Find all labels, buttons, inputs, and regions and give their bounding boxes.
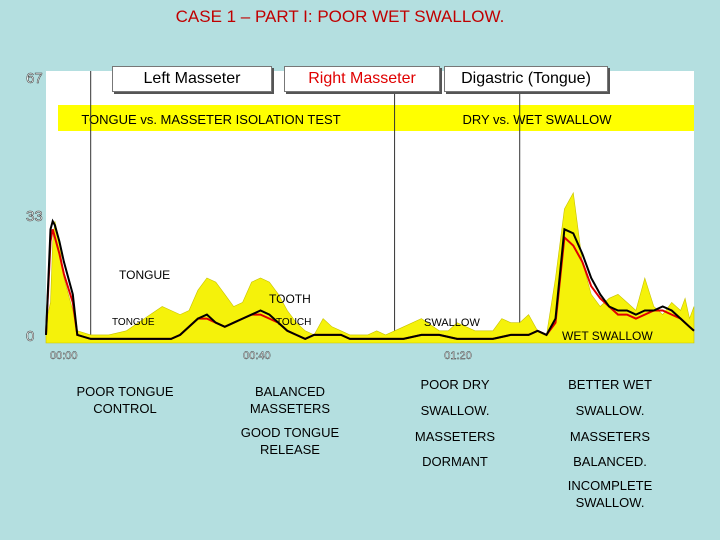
- caption-masseters-dry: MASSETERS: [414, 429, 496, 444]
- banner-dry-vs-wet: DRY vs. WET SWALLOW: [462, 112, 612, 127]
- legend-digastric-label: Digastric (Tongue): [461, 70, 591, 87]
- banner-isolation-test: TONGUE vs. MASSETER ISOLATION TEST: [81, 112, 340, 127]
- legend-left-masseter-label: Left Masseter: [143, 70, 241, 87]
- x-tick-0: 00:00: [50, 350, 78, 362]
- annotation-wet-swallow: WET SWALLOW: [562, 329, 653, 343]
- gridlines: [90, 71, 521, 343]
- annotation-touch: TOUCH: [276, 317, 311, 328]
- banners: TONGUE vs. MASSETER ISOLATION TEST DRY vs…: [58, 105, 694, 131]
- banner-strip: [58, 105, 694, 131]
- caption-poor-tongue-control: POOR TONGUE CONTROL: [76, 384, 174, 416]
- caption-masseters-wet: MASSETERS: [569, 429, 651, 444]
- y-tick-67: 67: [26, 70, 43, 87]
- legend-right-masseter-label: Right Masseter: [308, 70, 416, 87]
- caption-swallow-dry: SWALLOW.: [420, 403, 490, 418]
- legend-left-masseter: Left Masseter: [112, 66, 272, 92]
- y-tick-33: 33: [26, 208, 43, 225]
- x-tick-2: 01:20: [444, 350, 472, 362]
- tick-labels: 67 33 0 00:00 00:40 01:20: [26, 70, 472, 362]
- caption-good-tongue-release: GOOD TONGUE RELEASE: [240, 425, 340, 457]
- caption-swallow-wet: SWALLOW.: [575, 403, 645, 418]
- caption-poor-dry: POOR DRY: [420, 377, 490, 392]
- legend-digastric: Digastric (Tongue): [444, 66, 608, 92]
- annotation-tooth: TOOTH: [269, 292, 311, 306]
- caption-dormant: DORMANT: [422, 454, 488, 469]
- series-digastric: [45, 191, 695, 344]
- series-layer: [45, 191, 695, 344]
- annotation-swallow: SWALLOW: [424, 317, 480, 329]
- annotation-tongue: TONGUE: [119, 268, 170, 282]
- caption-balanced-masseters: BALANCED MASSETERS: [249, 384, 331, 416]
- caption-incomplete-swallow: INCOMPLETE SWALLOW.: [567, 478, 653, 510]
- legend-right-masseter: Right Masseter: [284, 66, 440, 92]
- caption-balanced: BALANCED.: [573, 454, 647, 469]
- page-title: CASE 1 – PART I: POOR WET SWALLOW.: [175, 7, 505, 26]
- x-tick-1: 00:40: [243, 350, 271, 362]
- series-left-masseter: [45, 218, 695, 340]
- y-tick-0: 0: [26, 328, 34, 345]
- caption-better-wet: BETTER WET: [568, 377, 652, 392]
- emg-chart: TONGUE vs. MASSETER ISOLATION TEST DRY vs…: [26, 70, 695, 362]
- annotations: TONGUE TOOTH TONGUE TOUCH SWALLOW WET SWALLOW: [112, 268, 653, 343]
- annotation-tongue-small: TONGUE: [112, 317, 155, 328]
